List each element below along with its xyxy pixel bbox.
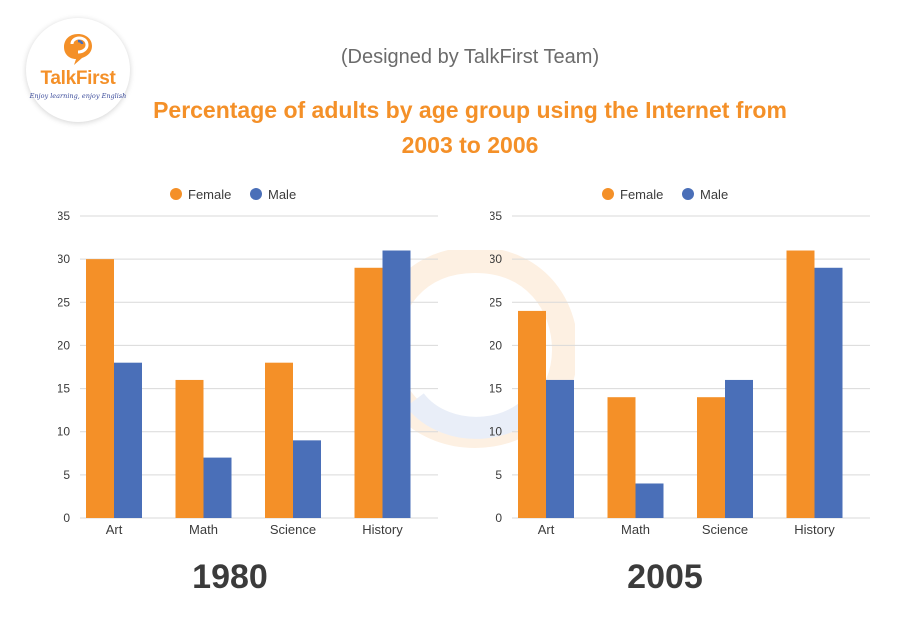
chart-1980-bar-math-male xyxy=(203,457,232,518)
chart-1980-title: 1980 xyxy=(192,558,268,596)
chart-1980-x-tick-label-history: History xyxy=(362,522,403,537)
credit-line: (Designed by TalkFirst Team) xyxy=(340,46,600,68)
logo-name: TalkFirst xyxy=(40,68,116,89)
chart-2005-legend-label-female: Female xyxy=(620,187,663,202)
chart-2005-bar-art-male xyxy=(546,379,574,518)
chart-1980-y-tick-label: 0 xyxy=(63,511,70,525)
page-title: Percentage of adults by age group using … xyxy=(110,93,830,163)
chart-1980-bar-art-female xyxy=(86,259,114,518)
chart-2005-legend-swatch-male xyxy=(682,188,694,200)
chart-2005-legend-label-male: Male xyxy=(700,187,728,202)
chart-1980-y-tick-label: 5 xyxy=(63,468,70,482)
title-line-2: 2003 to 2006 xyxy=(401,132,539,158)
chart-2005-x-tick-label-math: Math xyxy=(621,522,650,537)
chart-1980-bar-art-male xyxy=(114,362,142,518)
chart-2005-bar-math-female xyxy=(607,397,636,518)
chart-1980-x-tick-label-art: Art xyxy=(106,522,123,537)
title-line-1: Percentage of adults by age group using … xyxy=(153,97,787,123)
chart-1980-y-tick-label: 35 xyxy=(58,209,70,223)
chart-1980-svg: Female Male 0 5 10 15 20 25 30 35 Art Math Science Hi… xyxy=(58,187,438,537)
chart-2005-y-tick-label: 35 xyxy=(490,209,502,223)
chart-1980-y-tick-label: 25 xyxy=(58,295,70,309)
chart-2005: Female Male 0 5 10 15 20 25 30 35 Art Math Science Hi… xyxy=(490,180,870,545)
chart-1980-bar-history-female xyxy=(354,267,383,518)
chart-1980-y-tick-label: 30 xyxy=(58,252,70,266)
chart-2005-title: 2005 xyxy=(627,558,703,596)
chart-1980-bar-science-male xyxy=(293,440,321,518)
chart-1980-bar-science-female xyxy=(265,362,293,518)
chart-2005-bar-science-male xyxy=(725,379,753,518)
chart-1980-y-tick-label: 15 xyxy=(58,382,70,396)
chart-2005-y-tick-label: 30 xyxy=(490,252,502,266)
chart-1980-bar-history-male xyxy=(382,250,411,518)
chart-2005-y-tick-label: 20 xyxy=(490,338,502,352)
chart-2005-bar-art-female xyxy=(518,310,546,518)
chart-2005-legend-swatch-female xyxy=(602,188,614,200)
chart-2005-x-tick-label-history: History xyxy=(794,522,835,537)
chart-2005-bar-history-male xyxy=(814,267,843,518)
chart-1980-x-tick-label-science: Science xyxy=(270,522,316,537)
chart-2005-bar-science-female xyxy=(697,397,725,518)
talkfirst-logo: TalkFirst Enjoy learning, enjoy English xyxy=(26,18,130,122)
chart-2005-svg: Female Male 0 5 10 15 20 25 30 35 Art Math Science Hi… xyxy=(490,187,870,537)
chart-2005-x-tick-label-science: Science xyxy=(702,522,748,537)
chart-1980-legend-swatch-female xyxy=(170,188,182,200)
chart-2005-y-tick-label: 15 xyxy=(490,382,502,396)
chart-1980-legend-label-female: Female xyxy=(188,187,231,202)
speech-bubble-icon xyxy=(64,34,92,65)
chart-1980-legend-label-male: Male xyxy=(268,187,296,202)
chart-2005-x-tick-label-art: Art xyxy=(538,522,555,537)
chart-1980-bar-math-female xyxy=(175,379,204,518)
logo-tagline: Enjoy learning, enjoy English xyxy=(29,92,127,100)
chart-1980-y-tick-label: 20 xyxy=(58,338,70,352)
chart-1980-legend-swatch-male xyxy=(250,188,262,200)
chart-2005-y-tick-label: 5 xyxy=(495,468,502,482)
chart-1980-x-tick-label-math: Math xyxy=(189,522,218,537)
chart-1980-y-tick-label: 10 xyxy=(58,425,70,439)
chart-2005-bar-math-male xyxy=(635,483,664,518)
chart-2005-bar-history-female xyxy=(786,250,815,518)
chart-1980: Female Male 0 5 10 15 20 25 30 35 Art Math Science Hi… xyxy=(58,180,438,545)
chart-2005-y-tick-label: 10 xyxy=(490,425,502,439)
chart-2005-y-tick-label: 0 xyxy=(495,511,502,525)
chart-2005-y-tick-label: 25 xyxy=(490,295,502,309)
